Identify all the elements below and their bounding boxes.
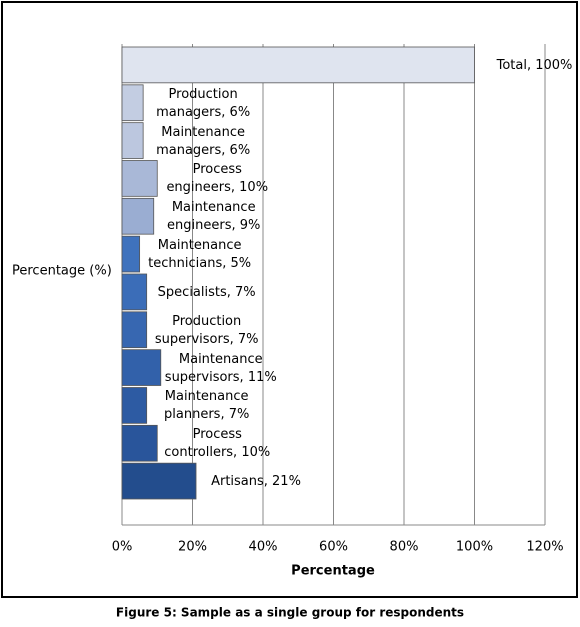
bar [121, 387, 148, 424]
chart-border [1, 1, 578, 598]
x-tick-label: 100% [456, 540, 493, 555]
x-tick-label: 0% [112, 540, 133, 555]
bar [121, 122, 144, 159]
data-label: Maintenance planners, 7% [164, 389, 250, 423]
bar [121, 160, 158, 197]
data-label: Process engineers, 10% [166, 162, 269, 196]
x-tick-label: 120% [526, 540, 563, 555]
bar [121, 46, 475, 84]
bar [121, 235, 141, 273]
data-label: Maintenance managers, 6% [156, 124, 251, 158]
x-tick-label: 80% [390, 540, 419, 555]
data-label: Maintenance technicians, 5% [148, 238, 252, 272]
plot-area: 0% 20% 40% 60% 80% 100% 120% [112, 44, 564, 555]
bar [121, 84, 144, 122]
bar [121, 349, 162, 386]
bar [121, 197, 155, 235]
bar [121, 424, 158, 462]
bar [121, 311, 148, 349]
x-tick-label: 60% [319, 540, 348, 555]
data-label: Specialists, 7% [157, 284, 256, 300]
data-label: Maintenance supervisors, 11% [164, 351, 277, 385]
x-tick-label: 40% [249, 540, 278, 555]
y-axis-label: Percentage (%) [12, 264, 112, 279]
data-label: Maintenance engineers, 9% [167, 200, 261, 234]
data-label: Production managers, 6% [156, 86, 251, 120]
x-axis-label: Percentage [291, 564, 375, 579]
bar [121, 462, 197, 500]
data-label: Total, 100% [496, 57, 573, 73]
data-label: Artisans, 21% [211, 474, 301, 490]
x-tick-label: 20% [178, 540, 207, 555]
data-label: Process controllers, 10% [164, 427, 271, 461]
bar [121, 273, 148, 311]
data-label: Production supervisors, 7% [154, 313, 259, 347]
caption: Figure 5: Sample as a single group for r… [116, 606, 464, 620]
